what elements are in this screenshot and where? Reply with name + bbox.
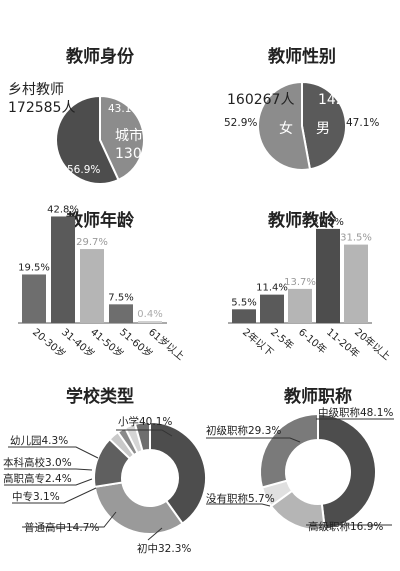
age-bar-2 — [80, 249, 104, 323]
school-label-vocational: 中专3.1% — [12, 490, 60, 503]
rank-label-junior: 初级职称29.3% — [206, 424, 281, 437]
age-title: 教师年龄 — [65, 210, 135, 231]
seniority-bar-2 — [288, 288, 312, 323]
rank-leader-junior — [206, 437, 301, 443]
seniority-category-label-0: 2年以下 — [240, 325, 276, 358]
identity-pie — [55, 94, 145, 185]
school-label-kindergarten: 幼儿园4.3% — [10, 434, 68, 447]
gender-female-pct: 52.9% — [224, 117, 257, 129]
school-slice-0 — [149, 420, 207, 525]
title-rank-panel: 教师职称 中级职称48.1% 高级职称16.9% 没有职称5.7% 初级职称29… — [206, 386, 394, 533]
school-slice-6 — [133, 420, 151, 453]
age-bar-0 — [22, 274, 46, 323]
age-panel: 教师年龄 19.5%20-30岁42.8%31-40岁29.7%41-50岁7.… — [18, 204, 187, 363]
seniority-bar-0 — [232, 309, 256, 323]
school-leader-university — [4, 468, 93, 471]
identity-rural-count: 172585人 — [8, 100, 75, 116]
school-label-senior: 普通高中14.7% — [24, 521, 99, 534]
rank-label-none: 没有职称5.7% — [206, 492, 275, 505]
gender-male-count: 142856人 — [318, 92, 385, 108]
school-label-college: 高职高专2.4% — [3, 472, 72, 485]
gender-female-name: 女 — [279, 120, 293, 137]
gender-pie — [257, 80, 347, 171]
seniority-value-label-0: 5.5% — [231, 297, 256, 308]
school-label-primary: 小学40.1% — [118, 415, 172, 428]
rank-label-senior: 高级职称16.9% — [308, 520, 383, 533]
school-label-junior: 初中32.3% — [137, 542, 191, 555]
identity-panel: 教师身份 43.1% 56.9% 乡村教师 172585人 城市教师 13053… — [8, 46, 182, 185]
gender-male-pct: 47.1% — [346, 117, 379, 129]
age-value-label-2: 29.7% — [76, 237, 108, 248]
school-leader-college — [4, 478, 93, 486]
gender-panel: 教师性别 160267人 142856人 52.9% 47.1% 女 男 — [224, 46, 385, 171]
seniority-category-label-4: 20年以上 — [352, 325, 393, 362]
title-rank-donut — [259, 412, 377, 531]
school-label-university: 本科高校3.0% — [3, 456, 72, 469]
identity-city-pct: 43.1% — [108, 103, 141, 115]
age-value-label-3: 7.5% — [108, 292, 133, 303]
age-category-label-4: 61岁以上 — [146, 325, 187, 362]
school-leader-junior — [147, 527, 163, 541]
gender-title: 教师性别 — [267, 46, 336, 67]
school-leader-primary — [116, 429, 173, 437]
seniority-bar-chart: 5.5%2年以下11.4%2-5年13.7%6-10年37.8%11-20年31… — [228, 217, 393, 363]
age-value-label-4: 0.4% — [137, 309, 162, 320]
identity-slice-0 — [99, 94, 145, 182]
school-type-donut — [93, 420, 207, 535]
age-bar-3 — [109, 304, 133, 323]
gender-female-count: 160267人 — [227, 92, 294, 108]
school-type-title: 学校类型 — [66, 386, 134, 407]
seniority-category-label-2: 6-10年 — [296, 325, 329, 356]
seniority-panel: 教师教龄 5.5%2年以下11.4%2-5年13.7%6-10年37.8%11-… — [228, 210, 393, 363]
school-leader-vocational — [12, 487, 97, 504]
age-bar-4 — [138, 321, 162, 323]
gender-slice-0 — [301, 80, 347, 171]
school-slice-1 — [93, 481, 184, 535]
identity-rural-pct: 56.9% — [67, 164, 100, 176]
seniority-value-label-3: 37.8% — [312, 217, 344, 228]
age-value-label-1: 42.8% — [47, 204, 79, 215]
gender-slice-1 — [257, 80, 312, 171]
age-bar-1 — [51, 216, 75, 323]
school-leader-senior — [22, 511, 117, 528]
age-value-label-0: 19.5% — [18, 262, 50, 273]
identity-city-name: 城市教师 — [115, 127, 171, 144]
identity-slice-1 — [55, 94, 120, 185]
seniority-value-label-2: 13.7% — [284, 277, 316, 288]
title-rank-title: 教师职称 — [283, 386, 352, 407]
rank-slice-0 — [317, 412, 377, 531]
seniority-value-label-4: 31.5% — [340, 233, 372, 244]
rank-slice-3 — [259, 412, 319, 489]
identity-rural-name: 乡村教师 — [8, 82, 64, 98]
seniority-title: 教师教龄 — [267, 210, 337, 231]
rank-label-intermediate: 中级职称48.1% — [318, 406, 393, 419]
identity-title: 教师身份 — [65, 46, 135, 67]
rank-leader-none — [206, 503, 271, 507]
seniority-value-label-1: 11.4% — [256, 283, 288, 294]
identity-city-count: 130537人 — [115, 146, 182, 162]
seniority-bar-1 — [260, 294, 284, 323]
seniority-bar-3 — [316, 228, 340, 323]
school-type-panel: 学校类型 小学40.1% 初中32.3% 普通高中14.7% 中专3.1% 高职… — [3, 386, 207, 555]
school-leader-kindergarten — [8, 446, 99, 459]
seniority-bar-4 — [344, 244, 368, 323]
gender-male-name: 男 — [316, 121, 330, 137]
